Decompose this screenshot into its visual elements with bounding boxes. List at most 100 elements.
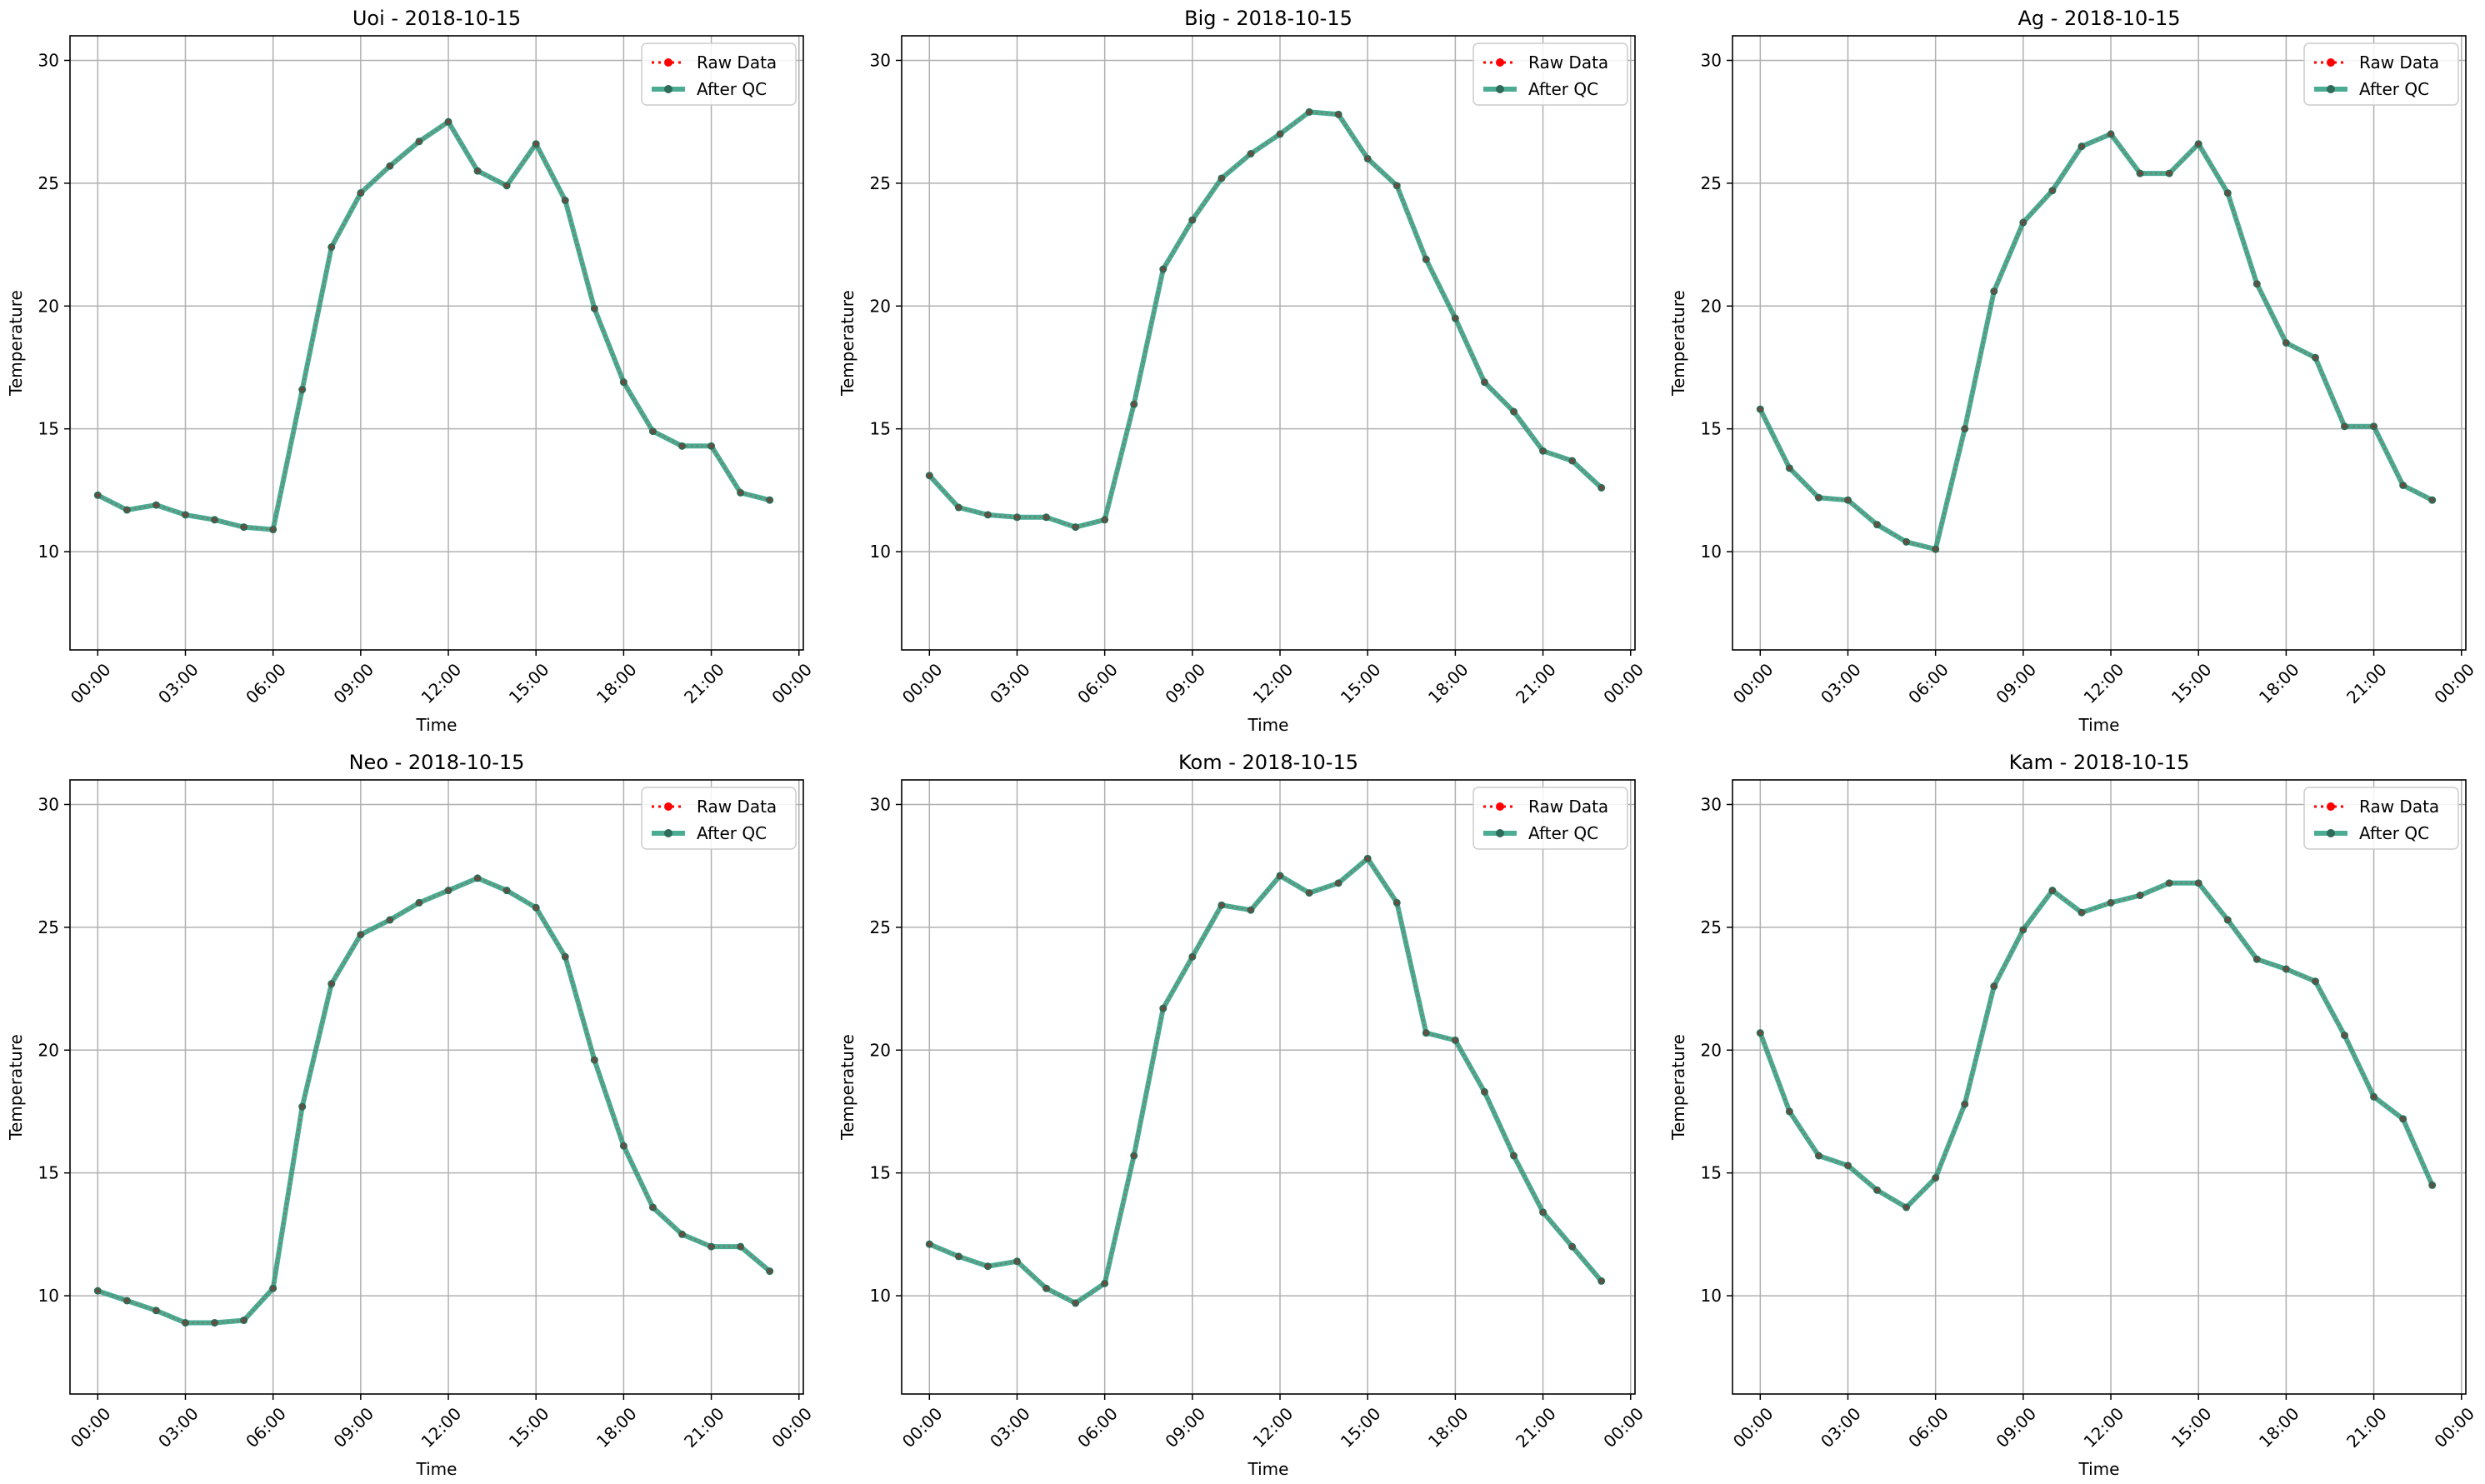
chart-1-after-qc-point bbox=[357, 189, 365, 197]
chart-4-raw-data-point bbox=[153, 1308, 158, 1313]
chart-2-raw-data-point bbox=[1190, 217, 1195, 222]
chart-2-raw-data-point bbox=[1278, 132, 1282, 137]
chart-6-after-qc-point bbox=[1961, 1100, 1969, 1108]
chart-2-after-qc-point bbox=[1510, 407, 1518, 416]
chart-3-x-tick-label: 12:00 bbox=[2080, 659, 2128, 707]
chart-5-raw-data-point bbox=[1336, 881, 1341, 886]
chart-2-after-qc-point bbox=[1363, 154, 1372, 162]
chart-1-raw-data-point bbox=[95, 492, 100, 497]
chart-1-raw-data-point bbox=[621, 380, 626, 385]
chart-3-raw-data-point bbox=[2138, 171, 2142, 176]
chart-4-legend: Raw Data After QC bbox=[641, 787, 797, 850]
chart-5-after-qc-point bbox=[1188, 952, 1197, 961]
chart-5-raw-data-point bbox=[1044, 1286, 1049, 1291]
chart-4-legend-raw-marker bbox=[664, 802, 672, 811]
chart-6-after-qc-point bbox=[2078, 908, 2086, 917]
chart-1-after-qc-point bbox=[328, 243, 336, 252]
chart-2-raw-data-point bbox=[1482, 380, 1487, 385]
chart-6-raw-data-point bbox=[1787, 1109, 1792, 1114]
chart-2-x-tick-label: 03:00 bbox=[986, 659, 1034, 707]
chart-5-raw-data-point bbox=[1541, 1210, 1546, 1215]
chart-5-x-tick-label: 21:00 bbox=[1512, 1403, 1560, 1452]
chart-2-after-qc-point bbox=[1334, 110, 1342, 118]
chart-5-legend-qc-label: After QC bbox=[1528, 823, 1598, 843]
chart-4-raw-data-point bbox=[475, 876, 480, 881]
chart-6-raw-data-point bbox=[1933, 1176, 1938, 1181]
chart-3-series-raw-data-line bbox=[1759, 132, 2433, 551]
chart-2-x-tick-label: 00:00 bbox=[898, 659, 947, 707]
chart-6-raw-data-point bbox=[2430, 1182, 2435, 1187]
chart-2-raw-data-point bbox=[1073, 525, 1078, 530]
chart-2-raw-data-point bbox=[1307, 109, 1312, 114]
chart-1-after-qc-point bbox=[444, 117, 452, 126]
chart-2-raw-data-point bbox=[1014, 515, 1019, 520]
chart-6-x-tick-label: 15:00 bbox=[2168, 1403, 2216, 1452]
chart-4-after-qc-point bbox=[708, 1242, 716, 1251]
chart-4-raw-data-point bbox=[533, 905, 538, 910]
chart-5-x-tick-label: 00:00 bbox=[898, 1403, 947, 1452]
chart-1-x-tick-label: 00:00 bbox=[67, 659, 115, 707]
chart-2-ylabel: Temperature bbox=[838, 290, 858, 397]
chart-5-raw-data-point bbox=[1307, 891, 1312, 896]
chart-1-raw-data-point bbox=[533, 142, 538, 147]
chart-2-y-tick-label: 10 bbox=[870, 542, 891, 562]
chart-1-raw-data-point bbox=[358, 191, 363, 196]
chart-4-raw-data-point bbox=[358, 932, 363, 937]
chart-4-raw-data-point bbox=[95, 1288, 100, 1293]
chart-3-raw-data-point bbox=[2050, 188, 2055, 193]
chart-3-legend-raw-marker bbox=[2327, 58, 2335, 67]
chart-6-raw-data-point bbox=[2021, 927, 2026, 932]
chart-3-x-tick-label: 06:00 bbox=[1904, 659, 1952, 707]
chart-5-after-qc-point bbox=[954, 1252, 962, 1261]
chart-2-legend-raw-label: Raw Data bbox=[1528, 52, 1608, 72]
chart-2-xlabel: Time bbox=[1248, 715, 1289, 735]
chart-6-after-qc-point bbox=[2311, 977, 2319, 986]
chart-4-x-tick-label: 21:00 bbox=[680, 1403, 728, 1452]
chart-4-raw-data-point bbox=[446, 888, 451, 893]
chart-3-ylabel: Temperature bbox=[1668, 290, 1688, 397]
chart-6-series-raw-data-line bbox=[1759, 882, 2433, 1209]
chart-5-xlabel: Time bbox=[1248, 1459, 1289, 1479]
chart-5-raw-data-point bbox=[1161, 1006, 1166, 1011]
chart-2-x-tick-label: 21:00 bbox=[1512, 659, 1560, 707]
chart-4-after-qc-point bbox=[122, 1297, 131, 1305]
chart-4-raw-data-point bbox=[621, 1143, 626, 1148]
chart-1-raw-data-point bbox=[329, 245, 334, 250]
chart-5-after-qc-point bbox=[1598, 1277, 1606, 1285]
chart-3-y-tick-label: 30 bbox=[1701, 50, 1722, 70]
chart-1-raw-data-point bbox=[504, 183, 509, 188]
chart-4-after-qc-point bbox=[737, 1242, 745, 1251]
chart-5-after-qc-point bbox=[1568, 1242, 1577, 1251]
chart-3-after-qc-point bbox=[2341, 422, 2349, 431]
chart-4-after-qc-point bbox=[298, 1102, 307, 1111]
chart-2-after-qc-point bbox=[1568, 457, 1577, 465]
chart-5-x-tick-label: 09:00 bbox=[1161, 1403, 1209, 1452]
chart-4-after-qc-point bbox=[678, 1230, 687, 1238]
chart-2-raw-data-point bbox=[1132, 402, 1137, 407]
chart-4-after-qc-point bbox=[648, 1203, 657, 1212]
chart-6-after-qc-point bbox=[1785, 1107, 1793, 1116]
chart-6-after-qc-point bbox=[2165, 879, 2173, 887]
chart-4-after-qc-point bbox=[211, 1319, 219, 1327]
chart-1-y-tick-label: 25 bbox=[38, 173, 59, 193]
chart-3-raw-data-point bbox=[2021, 220, 2026, 225]
chart-1-after-qc-point bbox=[648, 427, 657, 436]
chart-3-x-tick-label: 03:00 bbox=[1817, 659, 1865, 707]
chart-4-raw-data-point bbox=[388, 917, 392, 922]
chart-3-raw-data-point bbox=[1933, 547, 1938, 552]
chart-5-raw-data-point bbox=[1599, 1278, 1604, 1283]
chart-5-raw-data-point bbox=[1102, 1281, 1108, 1286]
chart-4-y-tick-label: 20 bbox=[38, 1040, 59, 1060]
chart-2-after-qc-point bbox=[1422, 255, 1430, 263]
chart-6-raw-data-point bbox=[2196, 881, 2201, 886]
chart-4-raw-data-point bbox=[680, 1232, 685, 1237]
chart-1-raw-data-point bbox=[738, 490, 743, 495]
chart-1-legend-raw-label: Raw Data bbox=[697, 52, 777, 72]
chart-3-y-tick-label: 15 bbox=[1701, 419, 1722, 439]
chart-5-after-qc-point bbox=[1247, 906, 1255, 914]
chart-5-after-qc-point bbox=[1451, 1036, 1459, 1044]
chart-6-legend-qc-label: After QC bbox=[2359, 823, 2429, 843]
chart-6-after-qc-point bbox=[2223, 916, 2232, 924]
chart-2-after-qc-point bbox=[1598, 483, 1606, 492]
